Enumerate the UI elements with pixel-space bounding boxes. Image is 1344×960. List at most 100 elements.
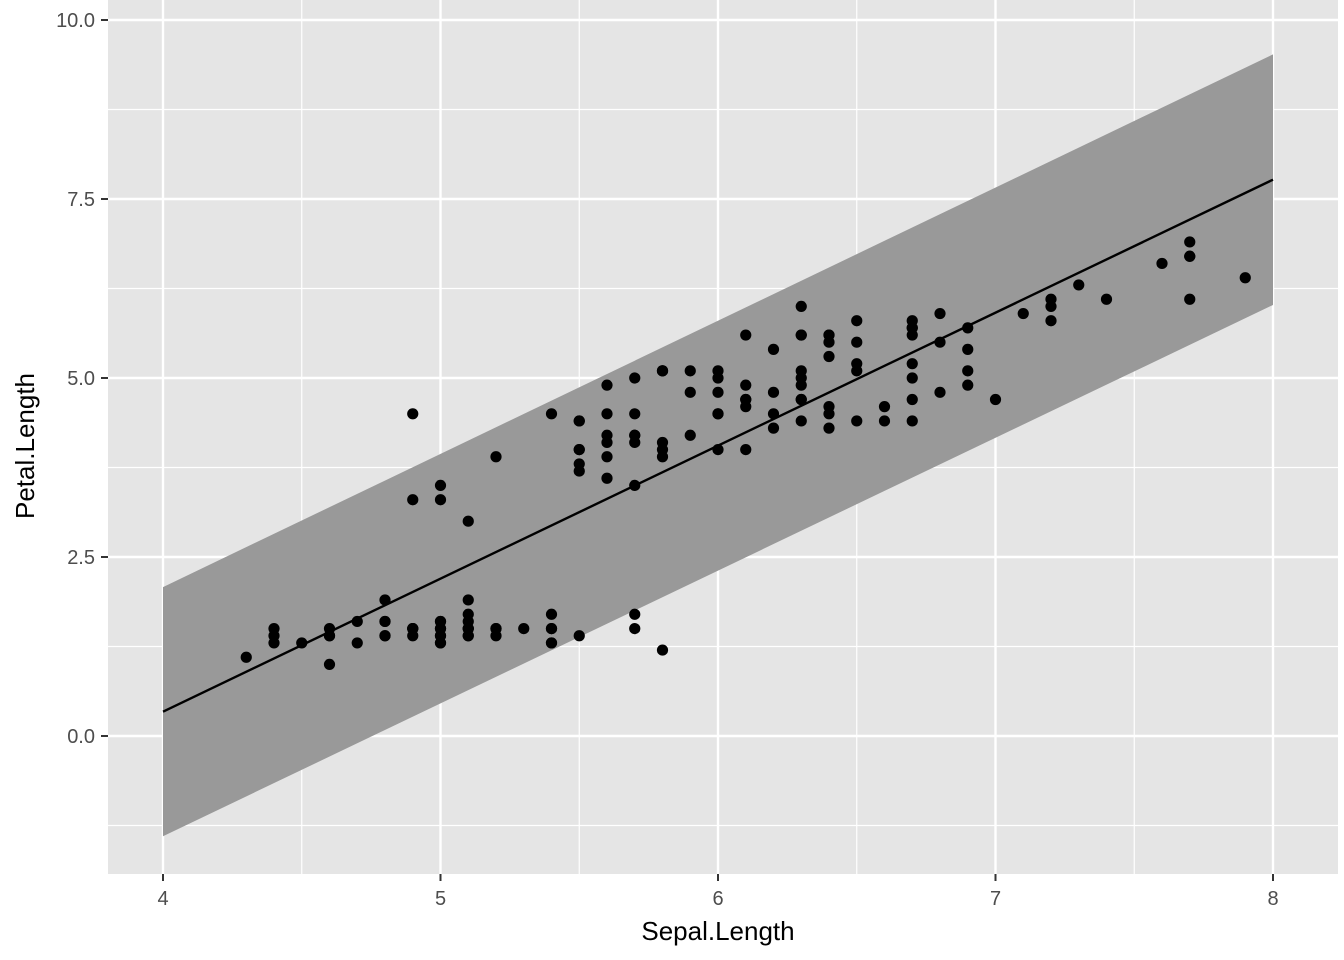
data-point [934, 307, 946, 320]
data-point [656, 644, 669, 656]
data-point [407, 408, 419, 420]
fit-line [162, 178, 1274, 713]
data-point [407, 623, 419, 635]
data-point [795, 379, 807, 391]
data-point [573, 444, 585, 456]
x-tick-label: 8 [1267, 888, 1278, 910]
data-point [545, 408, 558, 420]
data-point [934, 386, 946, 398]
data-point [795, 300, 807, 312]
data-point [795, 415, 807, 427]
data-point [684, 429, 696, 441]
data-point [1045, 293, 1057, 305]
data-point [268, 637, 280, 649]
data-point [601, 408, 613, 420]
data-point [740, 379, 752, 391]
data-point [656, 451, 669, 463]
data-point [268, 623, 280, 635]
data-point [795, 365, 807, 377]
data-point [462, 615, 474, 628]
data-point [601, 472, 613, 484]
data-point [462, 594, 474, 606]
x-tick-label: 6 [712, 888, 723, 910]
data-point [823, 401, 835, 413]
data-point [962, 379, 974, 391]
data-point [407, 494, 419, 506]
y-axis: 0.0 2.5 5.0 7.5 10.0 [56, 10, 108, 748]
data-point [601, 451, 613, 463]
data-point [851, 315, 863, 327]
data-point [573, 630, 585, 642]
data-point [712, 386, 724, 398]
data-point [1100, 293, 1113, 305]
x-tick-label: 7 [990, 888, 1001, 910]
data-point [712, 408, 724, 420]
data-point [740, 329, 752, 341]
data-point [740, 444, 752, 456]
data-point [601, 436, 613, 449]
data-point [1017, 307, 1029, 320]
x-tick-label: 4 [157, 888, 168, 910]
data-point [767, 386, 780, 398]
y-axis-title: Petal.Length [10, 373, 40, 519]
data-point [851, 365, 863, 377]
data-point [379, 615, 391, 628]
data-point [573, 415, 585, 427]
y-tick-label: 5.0 [67, 368, 95, 390]
y-tick-label: 0.0 [67, 726, 95, 748]
data-point [573, 458, 585, 470]
data-point [1045, 315, 1057, 327]
data-point [823, 422, 835, 434]
data-point [1184, 293, 1196, 305]
data-point [462, 515, 474, 527]
data-point [629, 608, 641, 620]
data-point [240, 651, 252, 663]
data-point [906, 393, 918, 406]
x-axis: 4 5 6 7 8 [157, 874, 1279, 910]
data-point [851, 336, 863, 348]
data-point [1239, 272, 1251, 284]
data-point [767, 422, 780, 434]
data-point [906, 415, 918, 427]
data-point [962, 365, 974, 377]
data-point [740, 393, 752, 406]
data-point [906, 372, 918, 384]
x-tick-label: 5 [435, 888, 446, 910]
data-point [545, 623, 558, 635]
data-point [906, 358, 918, 370]
data-point [795, 393, 807, 406]
data-point [1073, 279, 1085, 291]
data-point [878, 415, 891, 427]
data-points [240, 236, 1251, 671]
data-point [878, 401, 891, 413]
y-tick-label: 10.0 [56, 10, 95, 32]
data-point [434, 623, 447, 635]
data-point [601, 379, 613, 391]
data-point [684, 365, 696, 377]
y-tick-label: 7.5 [67, 189, 95, 211]
data-point [906, 322, 918, 334]
data-point [767, 343, 780, 355]
data-point [989, 393, 1002, 406]
data-point [629, 372, 641, 384]
data-point [629, 623, 641, 635]
data-point [545, 608, 558, 620]
x-axis-title: Sepal.Length [641, 916, 794, 946]
data-point [490, 451, 502, 463]
data-point [351, 637, 363, 649]
regression-line [162, 178, 1274, 713]
data-point [823, 350, 835, 363]
data-point [629, 408, 641, 420]
y-tick-label: 2.5 [67, 547, 95, 569]
data-point [851, 415, 863, 427]
data-point [323, 658, 336, 671]
data-point [462, 630, 474, 642]
data-point [795, 329, 807, 341]
data-point [684, 386, 696, 398]
data-point [656, 365, 669, 377]
data-point [434, 637, 447, 649]
data-point [1184, 236, 1196, 248]
data-point [434, 479, 447, 491]
data-point [518, 623, 530, 635]
